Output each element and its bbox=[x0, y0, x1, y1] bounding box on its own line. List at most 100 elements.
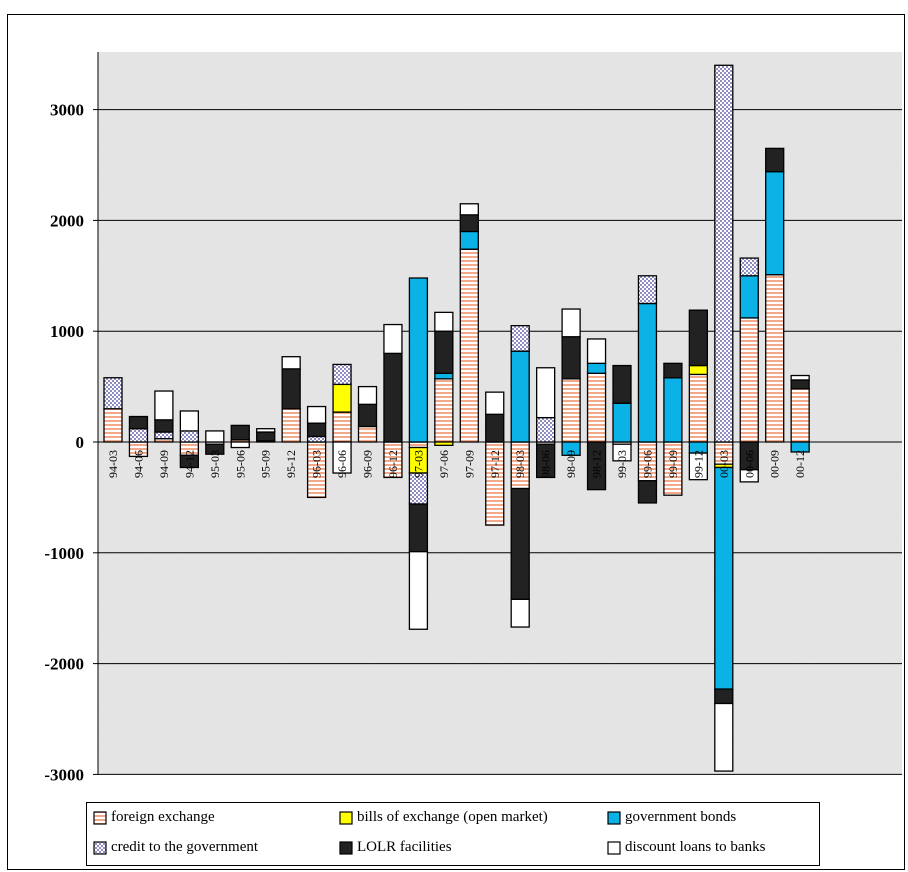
y-tick-label: 3000 bbox=[50, 101, 84, 120]
bar-segment-99-03-s5 bbox=[612, 443, 632, 462]
y-tick-label: 2000 bbox=[50, 211, 84, 230]
bar-segment-95-12-s0 bbox=[281, 408, 301, 443]
bar-segment-94-09-s4 bbox=[154, 419, 174, 433]
bar-segment-99-03-s2 bbox=[612, 402, 632, 443]
bar-segment-94-09-s3 bbox=[154, 431, 174, 440]
bar-segment-99-12-s1 bbox=[688, 364, 708, 376]
x-tick-label: 94-09 bbox=[157, 450, 171, 478]
bar-segment-98-09-s4 bbox=[561, 336, 581, 380]
legend-item: LOLR facilities bbox=[339, 839, 452, 856]
bar-segment-00-06-s3 bbox=[739, 257, 759, 277]
bar-segment-99-12-s0 bbox=[688, 373, 708, 443]
bar-segment-98-06-s5 bbox=[536, 367, 556, 419]
x-tick-label: 96-09 bbox=[361, 450, 375, 478]
bar-segment-96-06-s0 bbox=[332, 411, 352, 443]
x-tick-label: 98-09 bbox=[564, 450, 578, 478]
bar-segment-96-09-s5 bbox=[357, 385, 378, 405]
bar-segment-97-03-s5 bbox=[408, 551, 429, 630]
bar-segment-97-12-s4 bbox=[485, 413, 505, 443]
x-tick-label: 00-06 bbox=[742, 450, 756, 478]
chart-frame bbox=[7, 14, 905, 870]
bar-segment-00-03-s4 bbox=[714, 688, 734, 705]
x-tick-label: 94-03 bbox=[106, 450, 120, 478]
legend-label: foreign exchange bbox=[111, 809, 215, 825]
x-tick-label: 95-06 bbox=[233, 450, 247, 478]
x-tick-label: 98-06 bbox=[539, 450, 553, 478]
x-tick-label: 97-12 bbox=[488, 450, 502, 478]
bar-segment-98-03-s2 bbox=[510, 350, 530, 443]
bar-segment-96-12-s4 bbox=[383, 352, 403, 443]
bar-segment-00-09-s0 bbox=[765, 274, 785, 443]
bar-segment-97-12-s5 bbox=[485, 391, 505, 415]
bar-segment-98-06-s4 bbox=[536, 443, 556, 479]
bar-segment-00-06-s0 bbox=[739, 317, 759, 443]
legend-item: credit to the government bbox=[93, 839, 258, 856]
bar-segment-94-12-s4 bbox=[179, 454, 200, 469]
x-tick-label: 99-03 bbox=[615, 450, 629, 478]
bar-segment-95-06-s5 bbox=[230, 441, 250, 449]
bar-segment-96-06-s3 bbox=[332, 363, 352, 386]
bar-segment-97-06-s4 bbox=[434, 330, 454, 374]
bar-segment-94-03-s3 bbox=[103, 377, 123, 410]
bar-segment-95-09-s4 bbox=[256, 431, 276, 442]
bar-segment-97-06-s5 bbox=[434, 311, 454, 332]
bar-segment-94-12-s3 bbox=[179, 430, 200, 443]
bar-segment-00-12-s4 bbox=[790, 379, 810, 390]
x-tick-label: 97-03 bbox=[411, 450, 425, 478]
bar-segment-96-03-s4 bbox=[306, 422, 327, 438]
x-tick-label: 99-09 bbox=[666, 450, 680, 478]
y-tick-label: 1000 bbox=[50, 322, 84, 341]
bar-segment-00-09-s4 bbox=[765, 147, 785, 173]
bar-segment-98-06-s3 bbox=[536, 416, 556, 443]
bar-segment-00-03-s3 bbox=[714, 64, 734, 443]
x-tick-label: 96-06 bbox=[335, 450, 349, 478]
legend-label: discount loans to banks bbox=[625, 839, 766, 855]
bar-segment-95-06-s4 bbox=[230, 424, 250, 441]
legend-swatch bbox=[607, 810, 621, 825]
y-tick-label: -3000 bbox=[44, 765, 84, 784]
x-tick-label: 99-06 bbox=[640, 450, 654, 478]
bar-segment-98-03-s5 bbox=[510, 598, 530, 628]
x-tick-label: 96-12 bbox=[386, 450, 400, 478]
x-tick-label: 99-12 bbox=[691, 450, 705, 478]
bar-segment-98-12-s2 bbox=[586, 362, 607, 374]
bar-segment-99-12-s5 bbox=[688, 452, 708, 481]
bar-segment-97-09-s0 bbox=[459, 248, 479, 443]
bar-segment-97-03-s2 bbox=[408, 277, 429, 443]
x-tick-label: 95-12 bbox=[284, 450, 298, 478]
legend-label: bills of exchange (open market) bbox=[357, 809, 548, 825]
bar-segment-96-03-s3 bbox=[306, 435, 327, 443]
bar-segment-97-06-s1 bbox=[434, 441, 454, 446]
bar-segment-00-12-s5 bbox=[790, 374, 810, 381]
y-axis-labels: 3000 2000 1000 0 -1000 -2000 -3000 bbox=[44, 101, 84, 785]
x-tick-label: 98-03 bbox=[513, 450, 527, 478]
bar-segment-96-09-s0 bbox=[357, 425, 378, 443]
bar-segment-00-06-s5 bbox=[739, 469, 759, 483]
bar-segment-99-06-s2 bbox=[637, 302, 658, 443]
bar-segment-00-06-s2 bbox=[739, 275, 759, 319]
bar-segment-98-12-s5 bbox=[586, 338, 607, 364]
bar-segment-99-03-s4 bbox=[612, 364, 632, 404]
legend-item: government bonds bbox=[607, 809, 736, 826]
bar-segment-98-09-s2 bbox=[561, 441, 581, 456]
legend-label: credit to the government bbox=[111, 839, 259, 855]
x-axis-labels: 94-03 94-06 94-09 94-12 95-03 95-06 95-09 95-12… bbox=[106, 450, 807, 478]
bar-segment-97-03-s4 bbox=[408, 503, 429, 553]
bar-segment-99-09-s2 bbox=[663, 377, 683, 443]
bar-segment-97-09-s4 bbox=[459, 214, 479, 233]
bar-segment-00-12-s2 bbox=[790, 441, 810, 453]
legend-swatch bbox=[607, 840, 621, 855]
x-tick-label: 94-06 bbox=[131, 450, 145, 478]
bar-segment-94-03-s0 bbox=[103, 408, 123, 443]
y-tick-label: -2000 bbox=[44, 655, 84, 674]
bar-segment-97-09-s5 bbox=[459, 203, 479, 216]
bar-segment-95-12-s4 bbox=[281, 368, 301, 410]
bar-segment-98-12-s0 bbox=[586, 372, 607, 443]
x-tick-label: 00-12 bbox=[793, 450, 807, 478]
legend-label: government bonds bbox=[625, 809, 737, 825]
bar-segment-96-03-s5 bbox=[306, 405, 327, 424]
legend-item: foreign exchange bbox=[93, 809, 215, 826]
bar-segment-95-12-s5 bbox=[281, 356, 301, 370]
legend-swatch bbox=[339, 840, 353, 855]
legend-label: LOLR facilities bbox=[357, 839, 452, 855]
